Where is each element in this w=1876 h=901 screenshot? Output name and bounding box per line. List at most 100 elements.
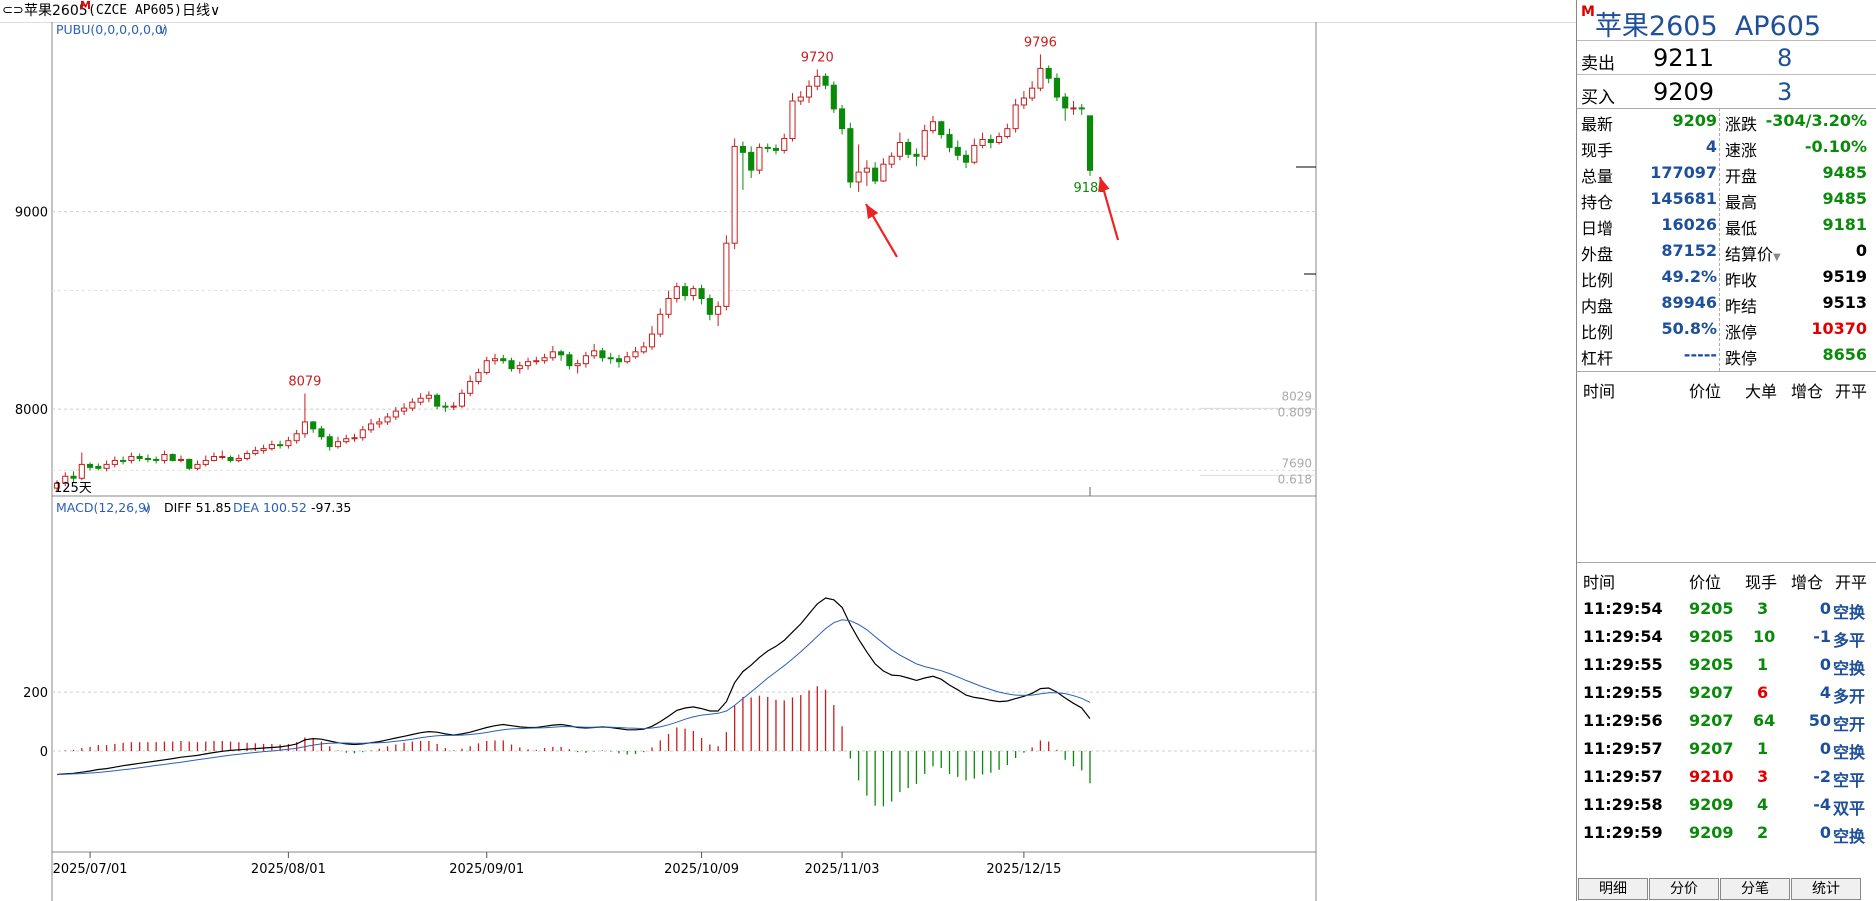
- panel-symbol-code: AP605: [1734, 11, 1822, 42]
- dea-value-label: DEA 100.52: [233, 500, 307, 515]
- candle-body: [244, 453, 251, 459]
- candle-body: [872, 167, 879, 182]
- candle-body: [549, 351, 556, 359]
- candle-body: [954, 146, 961, 156]
- candle-body: [574, 363, 581, 367]
- list-item[interactable]: 11:29:59 9209 2 0 空换: [1583, 823, 1866, 846]
- candle-body: [343, 438, 350, 443]
- candle-body: [855, 171, 862, 183]
- candle-body: [979, 139, 986, 146]
- x-tick-label: 2025/12/15: [986, 862, 1061, 877]
- candle-body: [227, 456, 234, 461]
- diff-value-label: DIFF 51.85: [164, 500, 231, 515]
- candle-body: [615, 358, 623, 363]
- candle-body: [533, 360, 540, 363]
- days-count-label: 125天: [54, 481, 92, 496]
- period-selector[interactable]: 日线∨: [182, 0, 220, 22]
- candle-body: [161, 454, 168, 461]
- candle-body: [326, 436, 333, 448]
- list-item[interactable]: 11:29:57 9210 3 -2 空平: [1583, 767, 1866, 790]
- list-item[interactable]: 11:29:56 9207 64 50 空开: [1583, 711, 1866, 734]
- candle-body: [95, 465, 102, 469]
- toolbar: ⊂⊃ 苹果2605 M (CZCE AP605) 日线∨: [0, 0, 1576, 23]
- candle-body: [648, 333, 656, 348]
- fib-value-label: 7690: [1281, 456, 1312, 470]
- tab-trades[interactable]: 分笔: [1720, 878, 1790, 900]
- list-item[interactable]: 11:29:55 9207 6 4 多开: [1583, 683, 1866, 706]
- candle-body: [367, 423, 375, 431]
- candle-body: [582, 355, 589, 365]
- candle-body: [334, 441, 342, 448]
- candle-body: [938, 121, 945, 136]
- ask-volume: 8: [1777, 44, 1793, 72]
- bid-row[interactable]: 买入 9209 3: [1577, 74, 1876, 109]
- candle-body: [789, 100, 796, 140]
- tab-stats[interactable]: 统计: [1791, 878, 1861, 900]
- fib-value-label: 8029: [1281, 389, 1312, 403]
- candle-body: [591, 350, 598, 357]
- candle-body: [822, 75, 829, 86]
- price-annotation: 9720: [801, 50, 834, 65]
- candle-body: [1078, 107, 1085, 110]
- candle-body: [599, 350, 606, 359]
- tab-timeshare[interactable]: 分价: [1649, 878, 1719, 900]
- candle-body: [830, 84, 837, 110]
- candle-body: [120, 459, 127, 462]
- candle-body: [1004, 128, 1011, 138]
- price-annotation: 9796: [1024, 35, 1057, 50]
- x-tick-label: 2025/10/09: [664, 862, 739, 877]
- candle-body: [888, 155, 895, 165]
- candle-body: [1029, 87, 1036, 99]
- candle-body: [748, 151, 755, 171]
- divider: [1577, 108, 1876, 109]
- period-label: 日线: [182, 3, 210, 19]
- candle-body: [53, 482, 61, 489]
- link-icon[interactable]: ⊂⊃: [2, 3, 24, 18]
- candle-body: [202, 459, 209, 465]
- candle-body: [128, 456, 135, 461]
- bid-volume: 3: [1777, 78, 1793, 106]
- tab-detail[interactable]: 明细: [1578, 878, 1648, 900]
- candle-body: [86, 463, 94, 468]
- candle-body: [235, 457, 242, 461]
- symbol-code: (CZCE AP605): [88, 3, 182, 18]
- candle-body: [1020, 97, 1027, 106]
- list-item[interactable]: 11:29:57 9207 1 0 空换: [1583, 739, 1866, 762]
- price-tick-label: 8000: [15, 403, 48, 418]
- fib-ratio-label: 0.809: [1278, 405, 1312, 419]
- ask-price: 9211: [1653, 44, 1715, 72]
- candle-body: [756, 146, 763, 171]
- candle-body: [277, 444, 284, 447]
- x-tick-label: 2025/07/01: [53, 862, 128, 877]
- symbol-name[interactable]: 苹果2605: [24, 3, 88, 19]
- ask-row[interactable]: 卖出 9211 8: [1577, 40, 1876, 75]
- candle-body: [177, 458, 185, 461]
- candle-body: [359, 429, 366, 439]
- candle-body: [772, 147, 780, 151]
- candle-body: [136, 456, 143, 459]
- candle-body: [111, 459, 118, 465]
- candle-body: [318, 428, 325, 438]
- list-item[interactable]: 11:29:54 9205 3 0 空换: [1583, 599, 1866, 622]
- candle-body: [764, 146, 771, 149]
- kline-chart[interactable]: 9000 8000 8029 0.809 7690 0.618 200 0 2025/07/01…: [0, 22, 1576, 901]
- candle-body: [673, 286, 680, 299]
- candle-body: [401, 407, 408, 412]
- list-item[interactable]: 11:29:55 9205 1 0 空换: [1583, 655, 1866, 678]
- candle-body: [921, 130, 928, 157]
- candle-body: [905, 141, 912, 155]
- candle-body: [1037, 67, 1044, 89]
- candle-body: [508, 360, 515, 370]
- candle-body: [971, 144, 978, 163]
- list-item[interactable]: 11:29:58 9209 4 -4 双平: [1583, 795, 1866, 818]
- symbol-badge: M: [80, 0, 91, 12]
- x-tick-label: 2025/09/01: [449, 862, 524, 877]
- price-annotation: 8079: [288, 374, 321, 389]
- candle-body: [987, 139, 994, 143]
- list-item[interactable]: 11:29:54 9205 10 -1 多平: [1583, 627, 1866, 650]
- candle-body: [657, 313, 664, 335]
- candle-body: [293, 433, 300, 442]
- candle-body: [169, 454, 176, 461]
- candle-body: [70, 475, 77, 479]
- candle-body: [607, 357, 614, 360]
